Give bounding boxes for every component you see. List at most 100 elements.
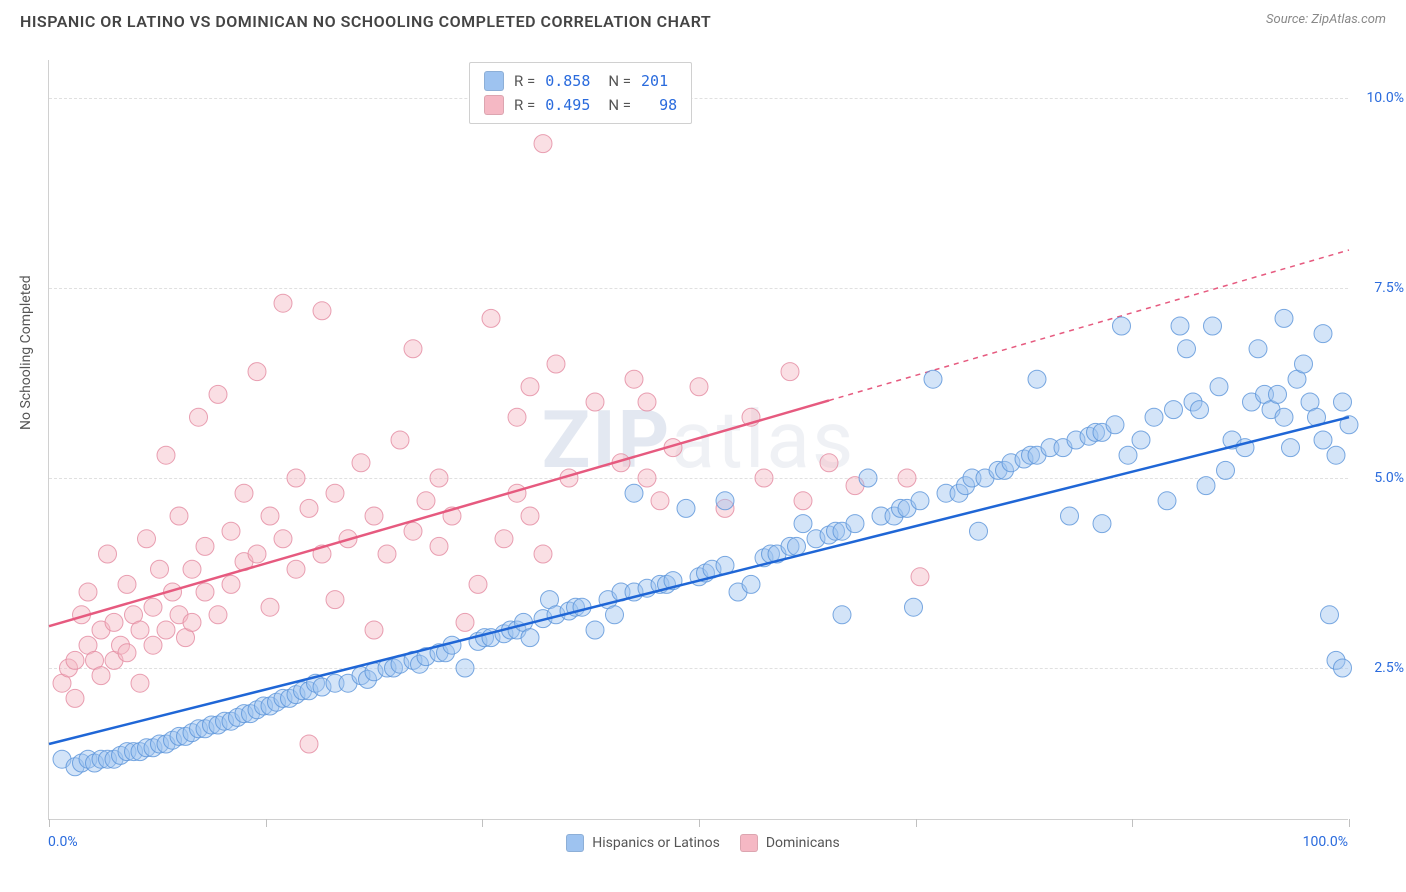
data-point bbox=[79, 583, 97, 601]
data-point bbox=[144, 598, 162, 616]
data-point bbox=[131, 621, 149, 639]
chart-title: HISPANIC OR LATINO VS DOMINICAN NO SCHOO… bbox=[20, 12, 711, 31]
data-point bbox=[898, 469, 916, 487]
data-point bbox=[586, 621, 604, 639]
data-point bbox=[1249, 340, 1267, 358]
legend-item: Hispanics or Latinos bbox=[566, 834, 720, 852]
data-point bbox=[859, 469, 877, 487]
data-point bbox=[99, 545, 117, 563]
data-point bbox=[970, 522, 988, 540]
data-point bbox=[183, 613, 201, 631]
data-point bbox=[118, 575, 136, 593]
data-point bbox=[456, 613, 474, 631]
legend-label: Dominicans bbox=[766, 835, 840, 851]
stats-row: R = 0.495 N = 98 bbox=[484, 93, 677, 117]
data-point bbox=[547, 355, 565, 373]
data-point bbox=[1217, 461, 1235, 479]
stats-r-value: 0.495 bbox=[545, 93, 590, 117]
data-point bbox=[170, 507, 188, 525]
data-point bbox=[586, 393, 604, 411]
data-point bbox=[794, 492, 812, 510]
stats-n-value: 98 bbox=[641, 93, 677, 117]
x-tick bbox=[1349, 819, 1350, 827]
data-point bbox=[1334, 393, 1352, 411]
data-point bbox=[326, 484, 344, 502]
data-point bbox=[534, 135, 552, 153]
data-point bbox=[144, 636, 162, 654]
data-point bbox=[326, 591, 344, 609]
data-point bbox=[456, 659, 474, 677]
data-point bbox=[1334, 659, 1352, 677]
data-point bbox=[138, 530, 156, 548]
chart-plot-area: ZIPatlas 2.5%5.0%7.5%10.0% R =0.858N =20… bbox=[48, 60, 1348, 820]
data-point bbox=[1158, 492, 1176, 510]
data-point bbox=[606, 606, 624, 624]
data-point bbox=[1282, 439, 1300, 457]
data-point bbox=[378, 545, 396, 563]
data-point bbox=[1119, 446, 1137, 464]
stats-r-label: R = bbox=[514, 69, 535, 93]
data-point bbox=[66, 689, 84, 707]
series-legend: Hispanics or Latinos Dominicans bbox=[0, 834, 1406, 856]
data-point bbox=[521, 378, 539, 396]
source-label: Source: ZipAtlas.com bbox=[1266, 12, 1386, 27]
stats-n-label: N = bbox=[608, 93, 631, 117]
stats-legend: R = 0.858 N = 201R = 0.495 N = 98 bbox=[469, 62, 692, 124]
y-tick-label: 2.5% bbox=[1374, 660, 1404, 676]
data-point bbox=[287, 560, 305, 578]
data-point bbox=[1275, 408, 1293, 426]
data-point bbox=[742, 575, 760, 593]
data-point bbox=[1145, 408, 1163, 426]
x-tick bbox=[1132, 819, 1133, 827]
trend-line-solid bbox=[49, 400, 829, 626]
data-point bbox=[1327, 446, 1345, 464]
data-point bbox=[638, 469, 656, 487]
data-point bbox=[1171, 317, 1189, 335]
data-point bbox=[521, 507, 539, 525]
x-tick bbox=[49, 819, 50, 827]
y-tick-label: 5.0% bbox=[1374, 470, 1404, 486]
data-point bbox=[1314, 431, 1332, 449]
data-point bbox=[274, 294, 292, 312]
x-tick bbox=[699, 819, 700, 827]
x-tick bbox=[266, 819, 267, 827]
data-point bbox=[92, 667, 110, 685]
data-point bbox=[261, 507, 279, 525]
data-point bbox=[495, 530, 513, 548]
stats-r-value: 0.858 bbox=[545, 69, 590, 93]
legend-label: Hispanics or Latinos bbox=[592, 835, 720, 851]
data-point bbox=[1028, 370, 1046, 388]
stats-n-value: 201 bbox=[641, 69, 668, 93]
data-point bbox=[716, 492, 734, 510]
data-point bbox=[508, 408, 526, 426]
data-point bbox=[248, 363, 266, 381]
data-point bbox=[66, 651, 84, 669]
stats-row: R =0.858N =201 bbox=[484, 69, 677, 93]
data-point bbox=[638, 393, 656, 411]
scatter-svg bbox=[49, 60, 1348, 819]
data-point bbox=[1106, 416, 1124, 434]
data-point bbox=[469, 575, 487, 593]
data-point bbox=[190, 408, 208, 426]
data-point bbox=[365, 621, 383, 639]
data-point bbox=[365, 507, 383, 525]
data-point bbox=[417, 492, 435, 510]
data-point bbox=[1295, 355, 1313, 373]
data-point bbox=[157, 621, 175, 639]
x-tick bbox=[916, 819, 917, 827]
data-point bbox=[222, 522, 240, 540]
data-point bbox=[905, 598, 923, 616]
data-point bbox=[404, 340, 422, 358]
data-point bbox=[274, 530, 292, 548]
data-point bbox=[1275, 309, 1293, 327]
data-point bbox=[430, 469, 448, 487]
stats-r-label: R = bbox=[514, 93, 535, 117]
data-point bbox=[924, 370, 942, 388]
trend-line bbox=[49, 417, 1349, 744]
x-tick bbox=[482, 819, 483, 827]
data-point bbox=[534, 545, 552, 563]
data-point bbox=[209, 385, 227, 403]
data-point bbox=[781, 363, 799, 381]
trend-line-dashed bbox=[829, 250, 1349, 400]
data-point bbox=[651, 492, 669, 510]
